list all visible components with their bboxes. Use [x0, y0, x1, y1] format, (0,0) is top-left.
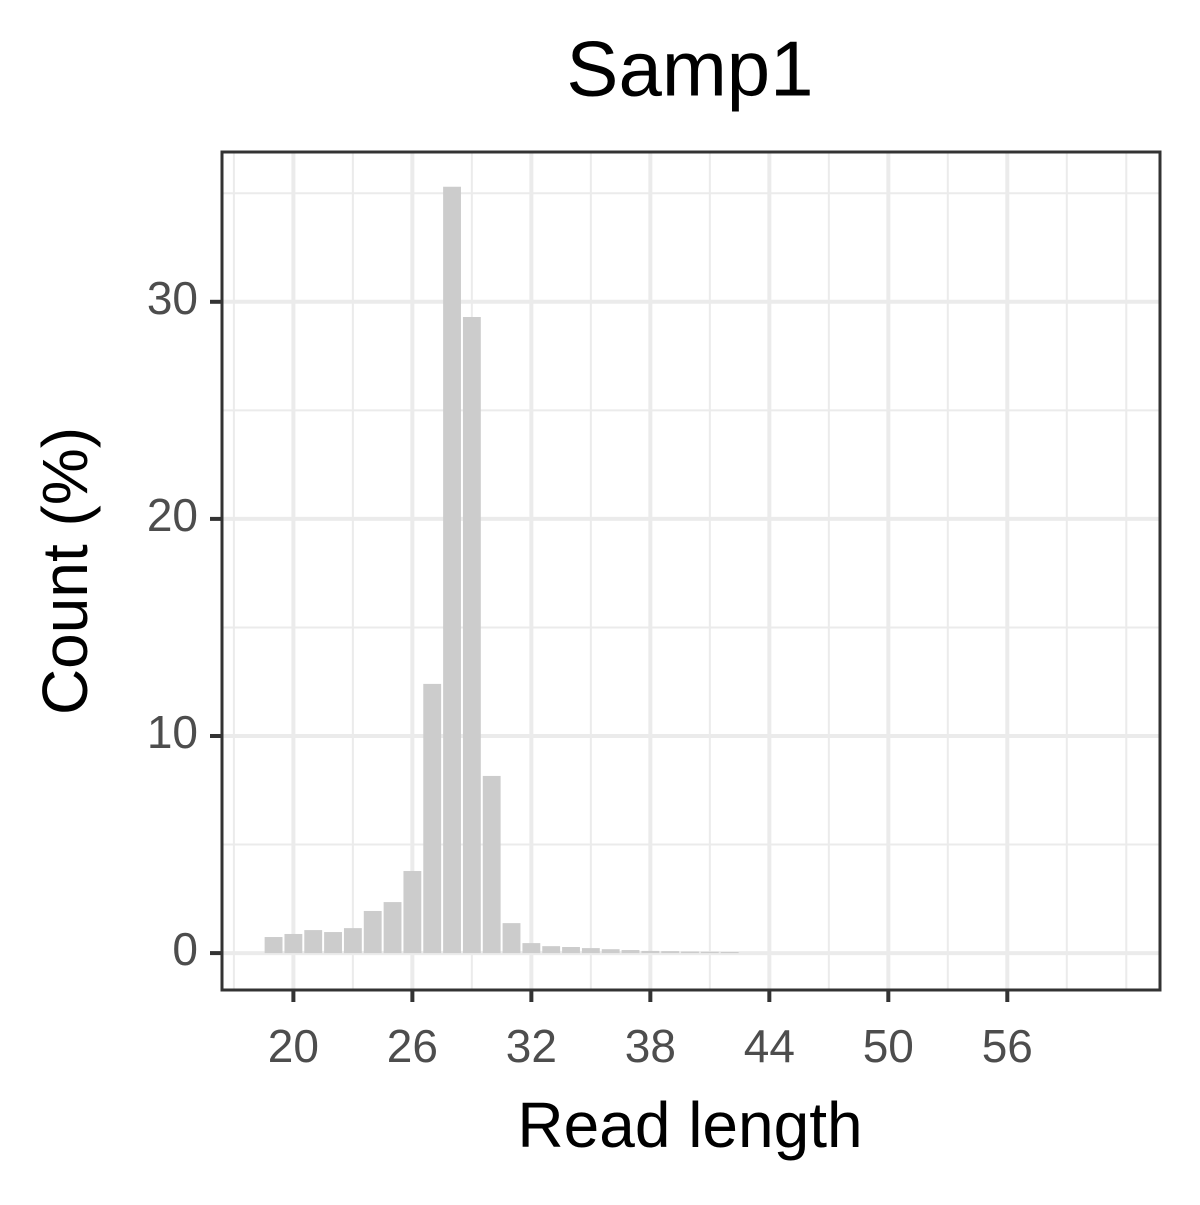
bar: [264, 937, 283, 954]
bar: [343, 928, 362, 954]
bar: [621, 950, 640, 954]
bar: [641, 950, 660, 954]
y-tick-label: 20: [147, 489, 198, 541]
bar: [542, 946, 561, 954]
bar: [383, 902, 402, 954]
bar: [443, 186, 461, 954]
x-tick-label: 32: [506, 1020, 557, 1072]
chart-title: Samp1: [566, 25, 813, 113]
bar: [304, 930, 323, 954]
y-tick-label: 0: [172, 923, 198, 975]
bar: [423, 683, 442, 954]
bar: [720, 952, 739, 954]
bar: [681, 951, 699, 954]
bar: [661, 951, 680, 954]
bar: [522, 943, 541, 954]
bar: [363, 910, 382, 954]
bar: [502, 923, 521, 954]
bar: [601, 949, 620, 954]
y-tick-label: 10: [147, 706, 198, 758]
x-tick-label: 38: [625, 1020, 676, 1072]
bar: [324, 932, 342, 954]
x-tick-label: 26: [387, 1020, 438, 1072]
bar: [403, 871, 422, 954]
bar: [581, 948, 600, 954]
bar: [284, 933, 303, 954]
bar: [482, 775, 501, 954]
x-tick-label: 56: [982, 1020, 1033, 1072]
y-axis-title: Count (%): [29, 427, 101, 715]
bar: [462, 316, 481, 954]
panel-border: [220, 150, 1162, 992]
x-tick-label: 44: [744, 1020, 795, 1072]
bar: [700, 951, 719, 954]
bar: [562, 947, 580, 954]
x-tick-label: 20: [268, 1020, 319, 1072]
x-tick-label: 50: [863, 1020, 914, 1072]
y-tick-label: 30: [147, 272, 198, 324]
x-axis-title: Read length: [517, 1089, 862, 1161]
